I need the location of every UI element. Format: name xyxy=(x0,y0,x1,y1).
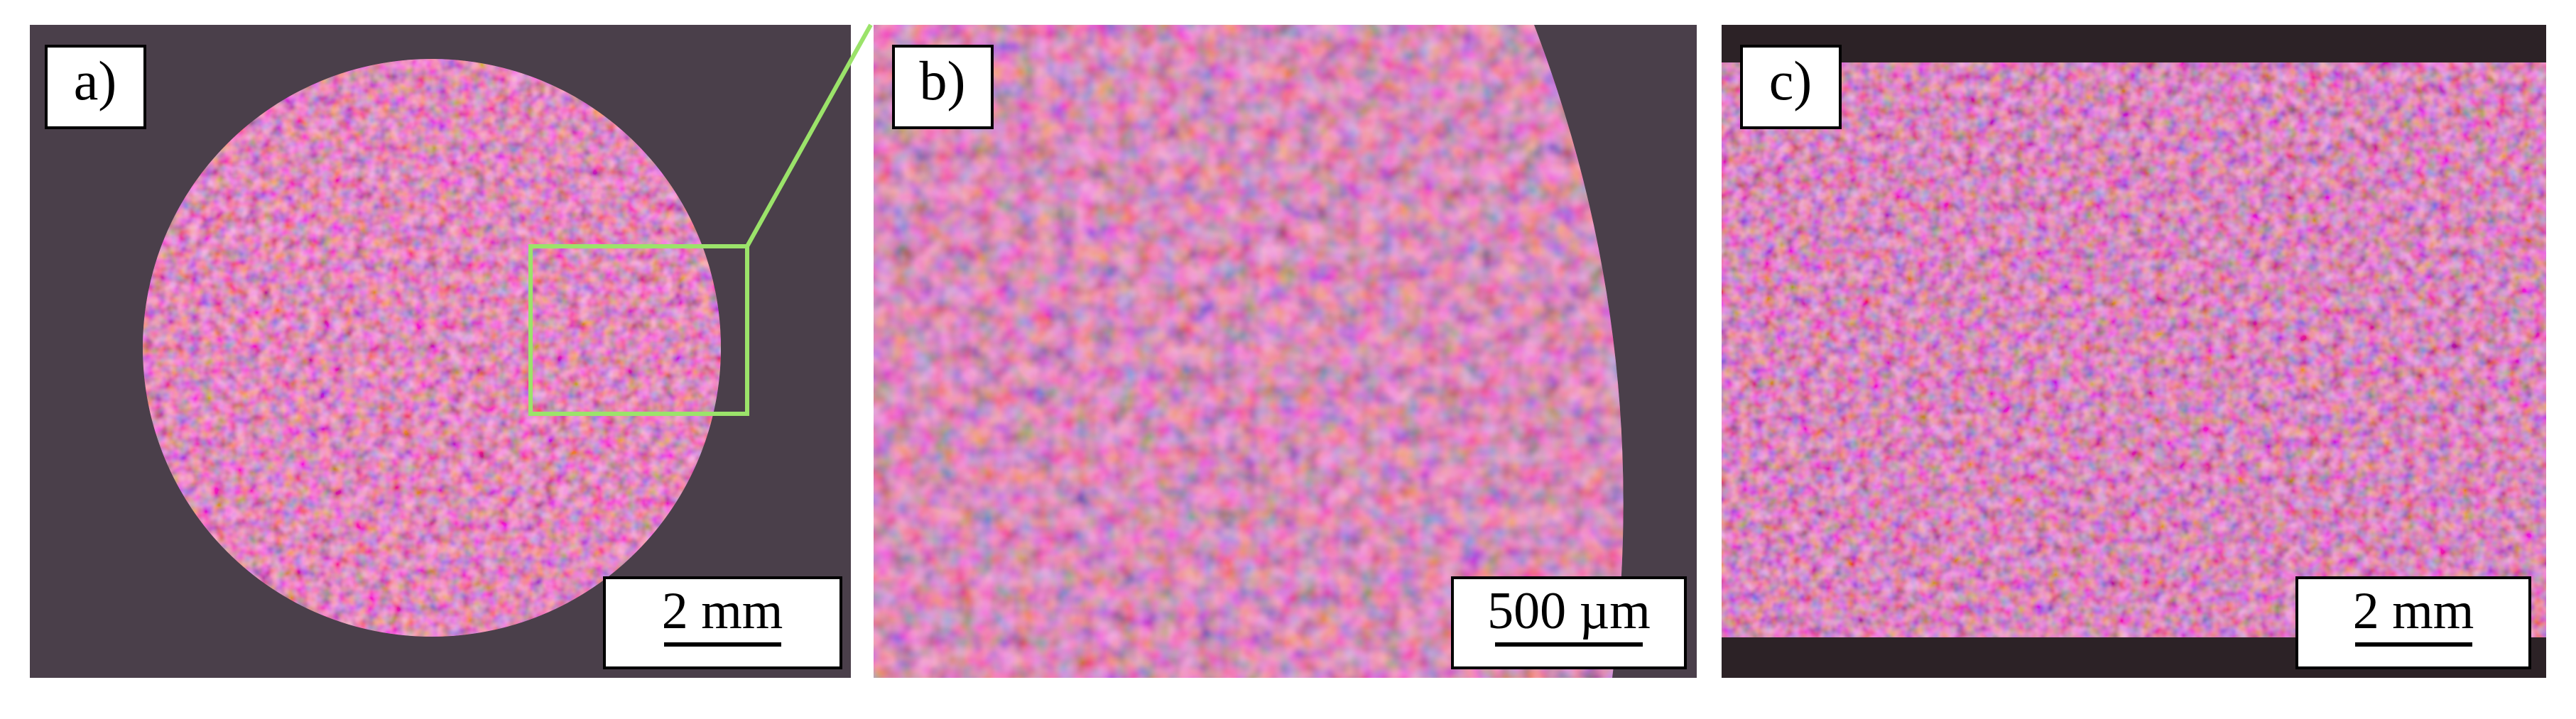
zoom-box xyxy=(528,244,749,416)
grain-texture xyxy=(874,25,1624,678)
scale-box xyxy=(603,576,842,669)
grain-texture xyxy=(1722,62,2546,637)
label-box xyxy=(1740,45,1842,129)
panel-b xyxy=(874,25,1697,678)
scale-text: 2 mm xyxy=(662,582,783,640)
scale-text: 500 µm xyxy=(1487,582,1651,640)
zoom-line xyxy=(745,23,873,248)
panel-label: b) xyxy=(920,50,966,111)
scale-text: 2 mm xyxy=(2353,582,2474,640)
scale-bar-a: 2 mm xyxy=(603,576,842,669)
label-box xyxy=(45,45,146,129)
grain-texture xyxy=(143,59,721,637)
label-b: b) xyxy=(892,45,994,129)
scale-bar-c: 2 mm xyxy=(2295,576,2531,669)
panel-c xyxy=(1722,25,2546,678)
scale-box xyxy=(1451,576,1687,669)
scale-box xyxy=(2295,576,2531,669)
panel-label: c) xyxy=(1769,50,1813,111)
panel-label: a) xyxy=(74,50,117,111)
label-c: c) xyxy=(1740,45,1842,129)
scale-bar-b: 500 µm xyxy=(1451,576,1687,669)
label-box xyxy=(892,45,994,129)
panel-a xyxy=(30,25,851,678)
label-a: a) xyxy=(45,45,146,129)
